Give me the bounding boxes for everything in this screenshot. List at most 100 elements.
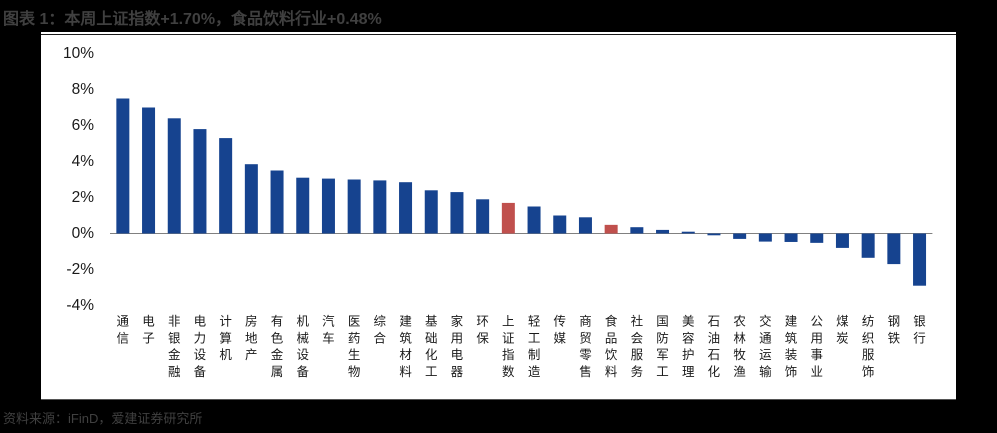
svg-text:材: 材 (399, 348, 412, 362)
svg-text:通: 通 (759, 331, 772, 345)
svg-text:传: 传 (554, 314, 567, 329)
svg-text:工: 工 (425, 365, 438, 379)
svg-text:非: 非 (168, 315, 181, 329)
svg-text:料: 料 (399, 365, 412, 379)
svg-text:装: 装 (785, 348, 798, 362)
svg-text:-2%: -2% (66, 261, 94, 278)
svg-text:用: 用 (451, 331, 464, 345)
svg-text:药: 药 (348, 331, 361, 345)
svg-text:机: 机 (219, 348, 232, 362)
svg-text:属: 属 (271, 365, 284, 379)
svg-text:产: 产 (245, 348, 258, 362)
svg-text:指: 指 (502, 347, 515, 362)
svg-text:融: 融 (168, 365, 181, 379)
svg-text:贸: 贸 (579, 331, 592, 345)
svg-text:金: 金 (271, 347, 284, 362)
svg-text:综: 综 (374, 315, 387, 329)
svg-text:子: 子 (142, 331, 155, 345)
svg-text:容: 容 (682, 330, 695, 345)
svg-text:电: 电 (451, 348, 464, 362)
svg-text:0%: 0% (72, 225, 95, 242)
svg-text:钢: 钢 (888, 315, 901, 329)
svg-text:煤: 煤 (836, 315, 849, 329)
svg-text:证: 证 (502, 331, 515, 345)
svg-text:售: 售 (579, 364, 592, 379)
svg-text:饰: 饰 (862, 365, 875, 379)
svg-text:环: 环 (476, 315, 489, 329)
svg-text:筑: 筑 (399, 330, 412, 345)
svg-text:渔: 渔 (733, 365, 746, 379)
svg-text:牧: 牧 (733, 348, 746, 362)
svg-text:电: 电 (194, 315, 207, 329)
svg-text:铁: 铁 (888, 331, 901, 345)
svg-text:军: 军 (656, 348, 669, 362)
svg-text:算: 算 (219, 330, 232, 345)
svg-text:业: 业 (811, 365, 824, 379)
svg-text:纺: 纺 (862, 315, 875, 329)
svg-text:制: 制 (528, 348, 541, 362)
svg-text:工: 工 (656, 365, 669, 379)
svg-text:饮: 饮 (605, 348, 618, 362)
svg-text:理: 理 (682, 365, 695, 379)
svg-text:金: 金 (168, 347, 181, 362)
svg-text:饰: 饰 (785, 365, 798, 379)
svg-text:合: 合 (374, 330, 387, 345)
svg-text:石: 石 (708, 315, 721, 329)
svg-text:运: 运 (759, 348, 772, 362)
svg-text:事: 事 (811, 348, 824, 362)
svg-text:零: 零 (579, 348, 592, 362)
svg-text:地: 地 (245, 331, 258, 345)
svg-text:器: 器 (451, 365, 464, 379)
svg-text:4%: 4% (72, 153, 95, 170)
svg-text:医: 医 (348, 315, 361, 329)
svg-text:美: 美 (682, 315, 695, 329)
svg-text:建: 建 (785, 315, 798, 329)
svg-text:车: 车 (322, 330, 335, 345)
svg-text:色: 色 (271, 330, 284, 345)
svg-text:设: 设 (194, 347, 207, 362)
svg-text:机: 机 (297, 315, 310, 329)
svg-text:汽: 汽 (322, 314, 335, 329)
svg-text:础: 础 (425, 331, 438, 345)
svg-text:化: 化 (708, 365, 721, 379)
svg-text:国: 国 (656, 315, 669, 329)
svg-text:护: 护 (682, 348, 695, 362)
svg-text:备: 备 (194, 365, 207, 379)
svg-text:银: 银 (913, 315, 926, 329)
svg-text:6%: 6% (72, 117, 95, 134)
svg-text:基: 基 (425, 315, 438, 329)
svg-text:食: 食 (605, 314, 618, 329)
svg-text:商: 商 (579, 314, 592, 329)
svg-text:化: 化 (425, 348, 438, 362)
svg-text:公: 公 (811, 315, 824, 329)
svg-text:保: 保 (476, 331, 489, 345)
svg-text:品: 品 (605, 331, 618, 345)
svg-text:房: 房 (245, 314, 258, 329)
svg-text:用: 用 (811, 331, 824, 345)
svg-text:电: 电 (142, 315, 155, 329)
svg-text:交: 交 (759, 314, 772, 329)
svg-text:输: 输 (759, 364, 772, 379)
svg-text:炭: 炭 (836, 331, 849, 345)
svg-text:家: 家 (451, 314, 464, 329)
svg-text:筑: 筑 (785, 330, 798, 345)
svg-text:力: 力 (194, 331, 207, 345)
svg-text:生: 生 (348, 348, 361, 362)
svg-text:工: 工 (528, 331, 541, 345)
svg-text:8%: 8% (72, 81, 95, 98)
svg-text:数: 数 (502, 364, 515, 379)
svg-text:信: 信 (117, 331, 130, 345)
svg-text:2%: 2% (72, 189, 95, 206)
svg-text:织: 织 (862, 331, 875, 345)
svg-text:林: 林 (733, 331, 746, 345)
svg-text:通: 通 (117, 315, 130, 329)
svg-text:媒: 媒 (554, 331, 567, 345)
svg-text:-4%: -4% (66, 297, 94, 314)
svg-text:造: 造 (528, 365, 541, 379)
svg-text:银: 银 (168, 331, 181, 345)
svg-text:行: 行 (913, 331, 926, 345)
svg-text:服: 服 (862, 348, 875, 362)
svg-text:服: 服 (631, 348, 644, 362)
svg-text:建: 建 (399, 315, 412, 329)
svg-text:防: 防 (656, 330, 669, 345)
